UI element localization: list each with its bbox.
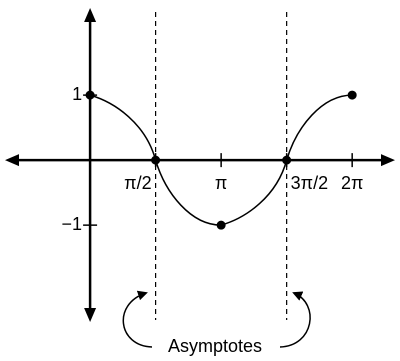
point (347, 90, 357, 100)
x-tick-label: 3π/2 (291, 173, 328, 193)
y-axis-arrow (84, 8, 97, 22)
x-tick-label: 2π (341, 173, 363, 193)
x-axis-arrow (381, 154, 395, 167)
x-tick-label: π (215, 173, 227, 193)
point (282, 155, 292, 165)
point (216, 220, 226, 230)
y-axis-arrow (84, 308, 97, 322)
annotation-arrow (122, 290, 153, 348)
annotation: Asymptotes (168, 336, 262, 356)
point (85, 90, 95, 100)
point (151, 155, 161, 165)
x-tick-label: π/2 (124, 173, 151, 193)
x-axis-arrow (5, 154, 19, 167)
y-tick-label: −1 (62, 214, 83, 234)
annotation-arrow (279, 291, 311, 348)
y-tick-label: 1 (72, 84, 82, 104)
